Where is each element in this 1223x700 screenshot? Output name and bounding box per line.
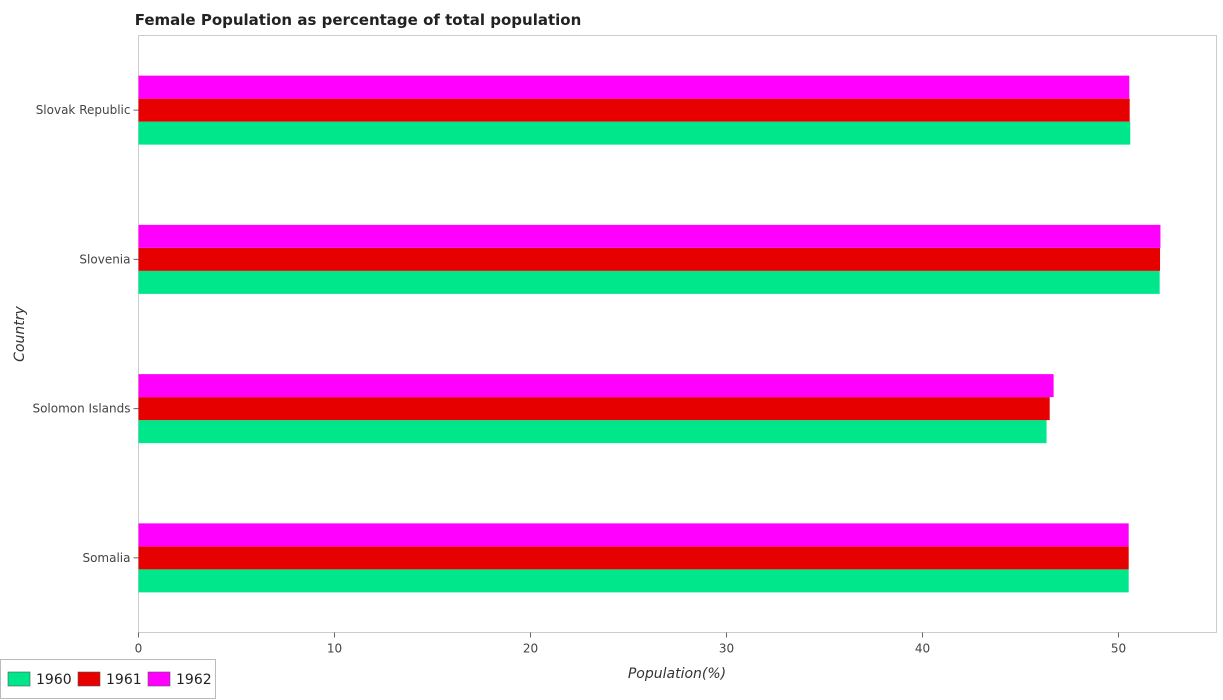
x-axis-ticks: 0 10 20 30 40 50 <box>135 632 1126 656</box>
legend-label-1962: 1962 <box>176 672 212 688</box>
bar-1962-somalia <box>138 523 1129 547</box>
bar-1962-solomon-islands <box>138 374 1054 398</box>
bar-1962-slovak-republic <box>138 75 1130 99</box>
y-tick-label: Slovak Republic <box>36 103 131 117</box>
legend-swatch-1961 <box>77 671 101 687</box>
y-tick-label: Slovenia <box>79 252 130 266</box>
bar-1961-slovenia <box>138 247 1161 271</box>
x-axis-title: Population(%) <box>628 666 726 682</box>
bar-1960-slovak-republic <box>138 121 1131 145</box>
x-tick-label: 10 <box>327 642 342 656</box>
y-tick-label: Somalia <box>82 551 130 565</box>
chart-title: Female Population as percentage of total… <box>135 11 582 29</box>
legend-label-1960: 1960 <box>36 672 72 688</box>
y-tick-label: Solomon Islands <box>32 402 130 416</box>
legend-swatch-1962 <box>147 671 171 687</box>
x-tick-label: 50 <box>1111 642 1126 656</box>
x-tick-label: 20 <box>523 642 538 656</box>
x-tick-label: 30 <box>719 642 734 656</box>
x-tick-label: 40 <box>915 642 930 656</box>
bar-1961-somalia <box>138 546 1129 570</box>
bar-1962-slovenia <box>138 224 1161 248</box>
legend-label-1961: 1961 <box>106 672 142 688</box>
y-axis-ticks: Slovak Republic Slovenia Solomon Islands So… <box>32 103 139 565</box>
bar-1960-slovenia <box>138 270 1160 294</box>
legend-frame <box>0 659 216 699</box>
bars-layer <box>138 75 1161 593</box>
x-tick-label: 0 <box>135 642 143 656</box>
y-axis-title: Country <box>12 305 28 361</box>
bar-1960-somalia <box>138 569 1129 593</box>
bar-1961-slovak-republic <box>138 98 1130 122</box>
legend-swatch-1960 <box>7 671 31 687</box>
legend: 1960 1961 1962 <box>0 659 216 699</box>
bar-1960-solomon-islands <box>138 420 1047 444</box>
bar-1961-solomon-islands <box>138 397 1050 421</box>
